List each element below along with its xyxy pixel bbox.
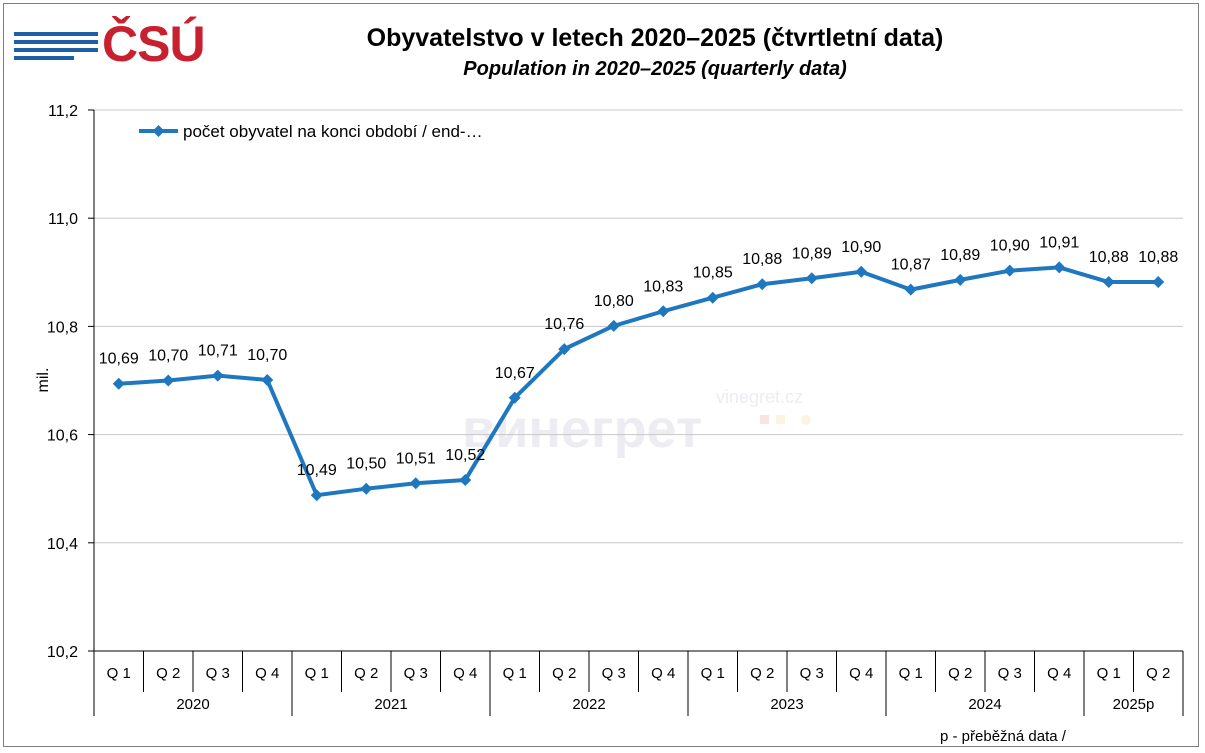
data-point <box>1003 264 1016 277</box>
x-tick-label: Q 4 <box>849 665 873 682</box>
year-label: 2022 <box>572 696 605 713</box>
data-point <box>409 477 422 490</box>
y-axis-label: mil. <box>35 368 52 393</box>
series-line <box>118 265 1159 498</box>
y-tick-label: 10,6 <box>47 428 78 445</box>
data-point <box>459 474 472 487</box>
data-label: 10,91 <box>1039 234 1079 251</box>
data-point <box>360 482 373 495</box>
data-label: 10,83 <box>643 278 683 295</box>
y-tick-label: 11,2 <box>48 103 78 120</box>
data-label: 10,71 <box>198 343 238 360</box>
data-label: 10,52 <box>445 447 485 464</box>
data-label: 10,90 <box>841 239 881 256</box>
data-point <box>904 283 917 296</box>
data-point <box>508 391 521 404</box>
data-point <box>607 319 620 332</box>
y-tick-label: 10,4 <box>47 536 78 553</box>
x-tick-label: Q 4 <box>651 665 675 682</box>
data-label: 10,70 <box>148 348 188 365</box>
data-label: 10,90 <box>990 238 1030 255</box>
x-tick-label: Q 2 <box>948 665 972 682</box>
x-tick-label: Q 1 <box>1097 665 1121 682</box>
data-point <box>1053 261 1066 274</box>
data-label: 10,76 <box>544 316 584 333</box>
chart-frame <box>3 3 1199 747</box>
x-tick-label: Q 4 <box>255 665 279 682</box>
data-label: 10,50 <box>346 456 386 473</box>
data-label: 10,49 <box>297 462 337 479</box>
data-label: 10,89 <box>940 247 980 264</box>
data-point <box>657 305 670 318</box>
data-label: 10,88 <box>1138 249 1178 266</box>
watermark-latin: vinegret.cz <box>716 387 803 407</box>
x-tick-label: Q 1 <box>305 665 329 682</box>
x-tick-label: Q 2 <box>156 665 180 682</box>
x-tick-label: Q 1 <box>503 665 527 682</box>
data-label: 10,80 <box>594 293 634 310</box>
footnote: p - přeběžná data / <box>940 728 1066 745</box>
x-tick-label: Q 4 <box>453 665 477 682</box>
x-tick-label: Q 2 <box>750 665 774 682</box>
x-tick-label: Q 2 <box>1146 665 1170 682</box>
legend-marker <box>152 125 165 137</box>
logo-text: ČSÚ <box>102 16 206 72</box>
chart-subtitle: Population in 2020–2025 (quarterly data) <box>463 58 847 80</box>
data-point <box>805 272 818 285</box>
csu-logo: ČSÚ <box>14 16 206 72</box>
data-label: 10,69 <box>99 351 139 368</box>
data-point <box>756 278 769 291</box>
x-tick-label: Q 3 <box>404 665 428 682</box>
data-point <box>954 273 967 286</box>
x-tick-label: Q 1 <box>701 665 725 682</box>
data-label: 10,85 <box>693 265 733 282</box>
x-tick-label: Q 3 <box>206 665 230 682</box>
year-label: 2021 <box>374 696 407 713</box>
x-tick-label: Q 1 <box>899 665 923 682</box>
watermark: винегрет vinegret.cz <box>462 387 811 459</box>
data-label: 10,88 <box>742 251 782 268</box>
x-tick-label: Q 3 <box>998 665 1022 682</box>
x-tick-label: Q 3 <box>800 665 824 682</box>
data-point <box>112 377 125 390</box>
x-tick-label: Q 4 <box>1047 665 1071 682</box>
data-point <box>162 374 175 387</box>
year-label: 2024 <box>968 696 1001 713</box>
data-label: 10,87 <box>891 257 931 274</box>
data-label: 10,51 <box>396 450 436 467</box>
data-point <box>1102 276 1115 289</box>
chart-title: Obyvatelstvo v letech 2020–2025 (čtvrtle… <box>366 24 944 52</box>
year-label: 2025p <box>1113 696 1155 713</box>
x-tick-label: Q 2 <box>354 665 378 682</box>
data-label: 10,70 <box>247 347 287 364</box>
watermark-cyrillic: винегрет <box>462 399 702 459</box>
data-point <box>706 291 719 304</box>
x-tick-label: Q 3 <box>602 665 626 682</box>
data-point <box>211 369 224 382</box>
y-tick-label: 11,0 <box>48 211 78 228</box>
data-point <box>261 373 274 386</box>
y-tick-label: 10,8 <box>47 319 78 336</box>
y-tick-label: 10,2 <box>47 644 78 661</box>
data-point <box>1152 276 1165 289</box>
data-point <box>558 343 571 356</box>
x-tick-label: Q 2 <box>552 665 576 682</box>
data-label: 10,67 <box>495 365 535 382</box>
year-label: 2023 <box>770 696 803 713</box>
legend-label: počet obyvatel na konci období / end-… <box>183 122 483 141</box>
year-label: 2020 <box>176 696 209 713</box>
data-point <box>855 265 868 278</box>
data-point <box>310 489 323 502</box>
data-label: 10,88 <box>1089 249 1129 266</box>
data-label: 10,89 <box>792 245 832 262</box>
x-tick-label: Q 1 <box>107 665 131 682</box>
